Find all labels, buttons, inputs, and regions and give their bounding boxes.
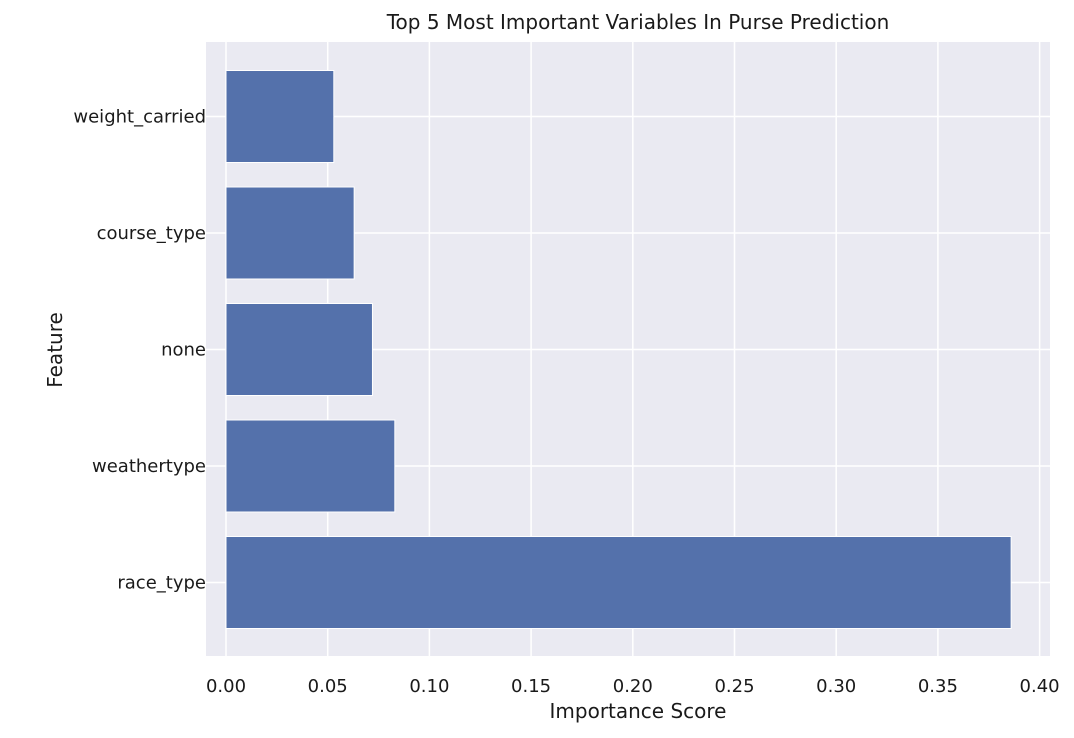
y-tick-label: none [161,340,206,361]
x-tick-label: 0.40 [1020,676,1060,697]
y-tick-label: course_type [97,223,206,244]
bar-race_type [225,536,1012,629]
x-tick-label: 0.05 [308,676,348,697]
chart-title: Top 5 Most Important Variables In Purse … [386,10,890,34]
x-tick-label: 0.25 [714,676,754,697]
x-tick-label: 0.15 [511,676,551,697]
bars [225,70,1012,629]
x-tick-label: 0.10 [409,676,449,697]
y-tick-label: race_type [117,573,206,594]
bar-course_type [225,186,355,280]
bar-weathertype [225,419,396,513]
x-tick-label: 0.00 [206,676,246,697]
x-tick-label: 0.20 [613,676,653,697]
x-axis-label: Importance Score [550,699,727,723]
bar-weight_carried [225,70,335,163]
y-axis-label: Feature [43,312,67,388]
y-axis-ticks: race_type weathertype none course_type weigh… [73,107,206,594]
bar-none [225,303,373,396]
y-tick-label: weathertype [92,456,206,477]
x-axis-ticks: 0.00 0.05 0.10 0.15 0.20 0.25 0.30 0.35 0.40 [206,676,1060,697]
x-tick-label: 0.35 [918,676,958,697]
y-tick-label: weight_carried [73,107,206,128]
x-tick-label: 0.30 [816,676,856,697]
